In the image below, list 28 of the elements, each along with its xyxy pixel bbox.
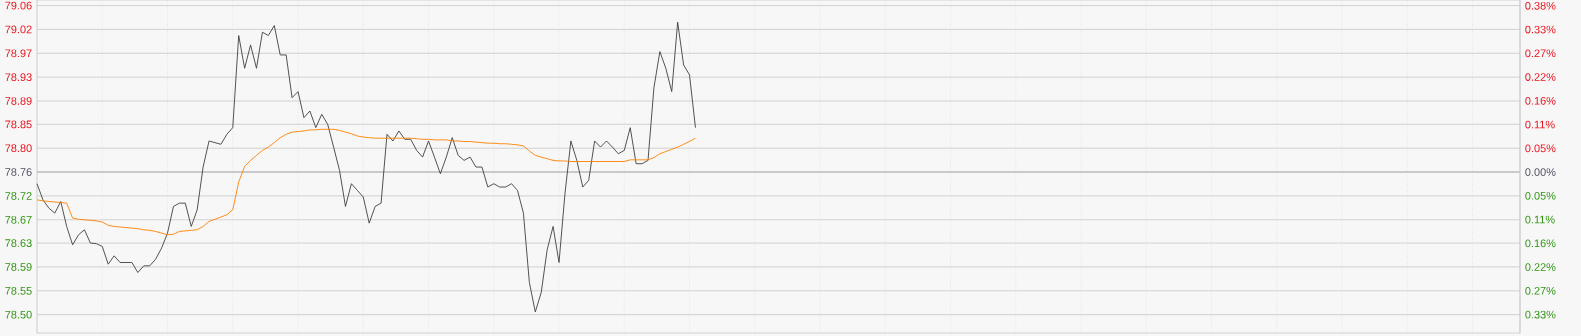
- y-tick-label: 79.06: [5, 1, 32, 10]
- y2-tick-label: 0.16%: [1525, 239, 1556, 248]
- y-tick-label: 78.76: [5, 168, 32, 176]
- y2-tick-label: 0.33%: [1525, 310, 1556, 319]
- y2-tick-label: 0.33%: [1525, 25, 1556, 34]
- y2-tick-label: 0.05%: [1525, 144, 1556, 153]
- y2-tick-label: 0.11%: [1525, 120, 1555, 129]
- y2-tick-label: 0.22%: [1525, 73, 1556, 81]
- y2-tick-label: 0.27%: [1525, 49, 1556, 58]
- y2-tick-label: 0.38%: [1525, 1, 1556, 10]
- y-tick-label: 78.59: [5, 263, 32, 271]
- y-tick-label: 79.02: [5, 25, 32, 34]
- y2-tick-label: 0.16%: [1525, 96, 1556, 105]
- y2-tick-label: 0.11%: [1525, 215, 1555, 224]
- y2-tick-label: 0.27%: [1525, 286, 1556, 295]
- y-tick-label: 78.67: [5, 215, 32, 224]
- y2-tick-label: 0.00%: [1525, 168, 1556, 176]
- y-tick-label: 78.72: [5, 192, 32, 200]
- y-tick-label: 78.80: [5, 144, 32, 153]
- y2-tick-label: 0.05%: [1525, 191, 1556, 200]
- y-tick-label: 78.97: [5, 49, 32, 58]
- y-tick-label: 78.93: [5, 73, 32, 82]
- y-tick-label: 78.85: [5, 120, 32, 129]
- y-tick-label: 78.89: [5, 97, 32, 105]
- y2-tick-label: 0.22%: [1525, 263, 1556, 271]
- y-tick-label: 78.50: [5, 310, 32, 319]
- y-tick-label: 78.63: [5, 239, 32, 247]
- y-tick-label: 78.55: [5, 286, 32, 295]
